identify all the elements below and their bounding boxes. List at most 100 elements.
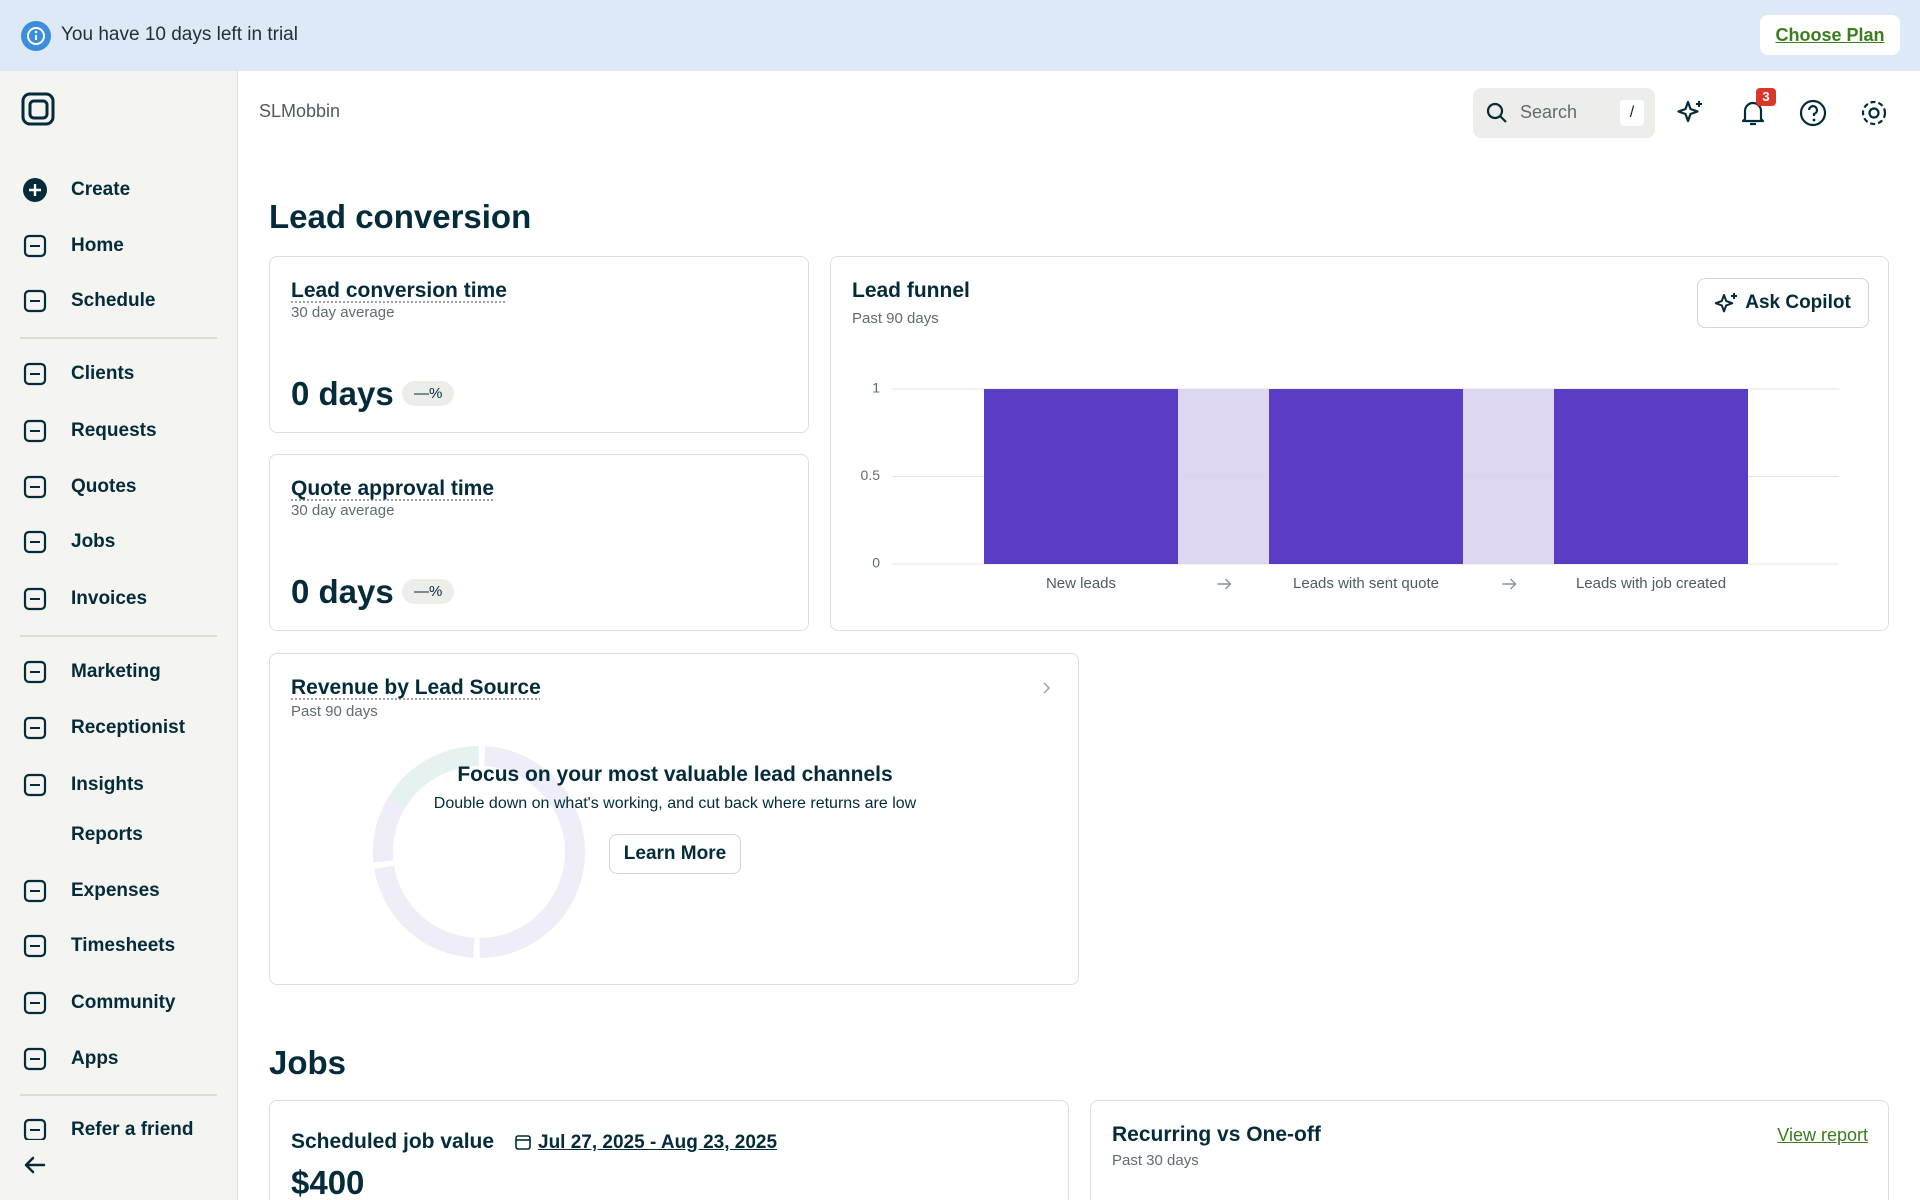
card-title: Recurring vs One-off bbox=[1112, 1123, 1321, 1146]
nav-item[interactable]: Receptionist bbox=[0, 707, 238, 747]
copilot-icon bbox=[1714, 293, 1737, 313]
info-icon bbox=[21, 21, 51, 51]
choose-plan-button[interactable]: Choose Plan bbox=[1760, 15, 1900, 55]
nav-item[interactable]: Insights bbox=[0, 764, 238, 804]
search-placeholder: Search bbox=[1520, 102, 1578, 122]
section-heading: Lead conversion bbox=[269, 198, 532, 235]
date-range[interactable]: Jul 27, 2025 - Aug 23, 2025 bbox=[538, 1132, 778, 1153]
funnel-chart: 0 0.5 1 New leads Leads with sent quote Leads… bbox=[861, 380, 1839, 592]
empty-text: Double down on what's working, and cut b… bbox=[433, 795, 917, 812]
x-tick-label: Leads with sent quote bbox=[1293, 575, 1439, 592]
nav-icon bbox=[23, 879, 47, 903]
metric-value: 0 days bbox=[291, 573, 394, 610]
chevron[interactable] bbox=[1039, 680, 1055, 696]
nav-icon bbox=[23, 773, 47, 797]
card-subtitle: Past 30 days bbox=[1112, 1152, 1199, 1169]
nav-divider bbox=[20, 337, 217, 339]
metric-value: $400 bbox=[291, 1164, 365, 1200]
settings-icon[interactable] bbox=[1859, 98, 1889, 128]
help-icon[interactable] bbox=[1798, 98, 1828, 128]
nav-label: Home bbox=[71, 235, 124, 256]
nav-label: Create bbox=[71, 179, 131, 200]
nav-divider bbox=[20, 1094, 217, 1096]
nav-item[interactable]: Home bbox=[0, 225, 238, 265]
search-icon bbox=[1486, 102, 1507, 123]
scheduled-card: Scheduled job value Jul 27, 2025 - Aug 2… bbox=[269, 1100, 1069, 1200]
nav-item[interactable]: Refer a friend bbox=[0, 1109, 238, 1149]
account-name: SLMobbin bbox=[259, 101, 341, 121]
x-tick-label: New leads bbox=[1046, 575, 1116, 592]
sidebar-footer bbox=[0, 1140, 237, 1200]
card-subtitle: 30 day average bbox=[291, 304, 395, 321]
nav-icon bbox=[23, 530, 47, 554]
metric-value: 0 days bbox=[291, 375, 394, 412]
nav-item[interactable]: Reports bbox=[0, 814, 238, 854]
card-subtitle: Past 90 days bbox=[291, 703, 378, 720]
nav-label: Quotes bbox=[71, 476, 137, 497]
nav-divider bbox=[20, 635, 217, 637]
nav-icon bbox=[23, 234, 47, 258]
copilot-icon[interactable] bbox=[1676, 98, 1706, 128]
nav-label: Timesheets bbox=[71, 935, 176, 956]
nav-item[interactable]: Expenses bbox=[0, 870, 238, 910]
nav-icon bbox=[23, 289, 47, 313]
funnel-connector bbox=[1463, 389, 1554, 564]
y-tick-label: 1 bbox=[872, 380, 880, 396]
search-shortcut: / bbox=[1620, 100, 1644, 126]
nav-icon bbox=[23, 660, 47, 684]
card-title[interactable]: Quote approval time bbox=[291, 477, 495, 500]
collapse-button[interactable] bbox=[22, 1152, 48, 1178]
nav-item[interactable]: Clients bbox=[0, 353, 238, 393]
nav-item[interactable]: Community bbox=[0, 982, 238, 1022]
view-report-link[interactable]: View report bbox=[1777, 1125, 1868, 1145]
nav-label: Refer a friend bbox=[71, 1119, 194, 1140]
arrow-icon bbox=[1217, 578, 1232, 590]
nav-item[interactable]: Create bbox=[0, 169, 238, 209]
nav-label: Community bbox=[71, 992, 176, 1013]
arrow-icon bbox=[1502, 578, 1517, 590]
nav-item[interactable]: Requests bbox=[0, 410, 238, 450]
search-box[interactable]: Search / bbox=[1473, 88, 1655, 138]
metric-card: Lead conversion time 30 day average 0 da… bbox=[269, 256, 809, 433]
nav-icon bbox=[23, 587, 47, 611]
nav-label: Reports bbox=[71, 824, 143, 845]
nav-item[interactable]: Marketing bbox=[0, 651, 238, 691]
learn-more-button[interactable]: Learn More bbox=[609, 834, 741, 874]
trial-banner: You have 10 days left in trial Choose Pl… bbox=[0, 0, 1920, 71]
ask-copilot-button[interactable]: Ask Copilot bbox=[1697, 278, 1869, 328]
nav-label: Apps bbox=[71, 1048, 119, 1069]
section-heading: Jobs bbox=[269, 1044, 347, 1081]
logo bbox=[21, 92, 55, 126]
nav-icon bbox=[23, 716, 47, 740]
nav-icon bbox=[23, 178, 47, 202]
nav-item[interactable]: Schedule bbox=[0, 280, 238, 320]
metric-card: Quote approval time 30 day average 0 day… bbox=[269, 454, 809, 631]
nav-icon bbox=[23, 934, 47, 958]
bar bbox=[984, 389, 1178, 564]
nav-label: Marketing bbox=[71, 661, 161, 682]
nav-item[interactable]: Apps bbox=[0, 1038, 238, 1078]
bar bbox=[1554, 389, 1748, 564]
nav-icon bbox=[23, 419, 47, 443]
trial-message: You have 10 days left in trial bbox=[61, 24, 298, 45]
nav-label: Requests bbox=[71, 420, 157, 441]
card-title[interactable]: Lead conversion time bbox=[291, 279, 507, 302]
funnel-card: Lead funnel Past 90 days Ask Copilot 0 0.… bbox=[830, 256, 1889, 631]
metric-change: —% bbox=[402, 381, 455, 406]
nav-label: Invoices bbox=[71, 588, 148, 609]
button-label: Ask Copilot bbox=[1745, 292, 1851, 313]
revenue-card: Revenue by Lead Source Past 90 days Focu… bbox=[269, 653, 1079, 985]
nav-item[interactable]: Timesheets bbox=[0, 925, 238, 965]
placeholder-donut bbox=[372, 746, 585, 958]
nav-item[interactable]: Invoices bbox=[0, 578, 238, 618]
nav-item[interactable]: Quotes bbox=[0, 466, 238, 506]
nav-label: Expenses bbox=[71, 880, 160, 901]
y-tick-label: 0.5 bbox=[861, 467, 881, 483]
nav-label: Insights bbox=[71, 774, 144, 795]
nav-item[interactable]: Jobs bbox=[0, 521, 238, 561]
card-title[interactable]: Revenue by Lead Source bbox=[291, 676, 541, 699]
nav-icon bbox=[23, 991, 47, 1015]
funnel-connector bbox=[1178, 389, 1269, 564]
notification-badge: 3 bbox=[1756, 88, 1776, 106]
